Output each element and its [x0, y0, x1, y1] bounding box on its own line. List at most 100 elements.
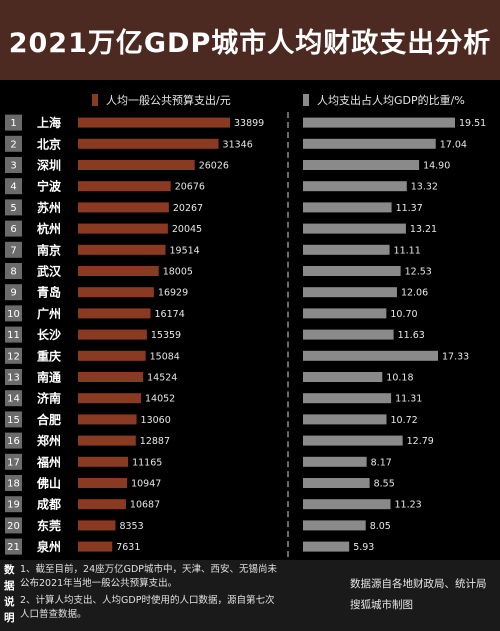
spending-value-label: 14052 — [145, 394, 175, 405]
spending-bar — [78, 520, 116, 531]
ratio-bar — [303, 329, 394, 340]
ratio-value-label: 10.72 — [391, 415, 418, 426]
ratio-bar — [303, 414, 387, 425]
rank-number: 17 — [7, 457, 20, 468]
city-label: 成都 — [37, 497, 61, 512]
spending-bar — [78, 117, 230, 128]
rank-number: 15 — [7, 415, 20, 426]
ratio-value-label: 12.06 — [401, 288, 428, 299]
spending-bar — [78, 287, 154, 298]
spending-bar — [78, 414, 137, 425]
notes-label-char: 数 — [4, 564, 15, 576]
ratio-value-label: 14.90 — [423, 161, 450, 172]
ratio-value-label: 8.55 — [374, 479, 395, 490]
rank-number: 10 — [7, 309, 20, 320]
rank-box — [5, 199, 22, 216]
spending-value-label: 20676 — [175, 182, 205, 193]
legend-label-ratio: 人均支出占人均GDP的比重/% — [317, 94, 465, 107]
spending-bar — [78, 350, 146, 361]
spending-value-label: 20045 — [172, 224, 202, 235]
ratio-value-label: 11.11 — [394, 245, 421, 256]
ratio-bar — [303, 456, 367, 467]
spending-value-label: 7631 — [116, 542, 140, 553]
legend-swatch-ratio — [303, 94, 309, 106]
rank-box — [5, 305, 22, 322]
rank-number: 1 — [10, 118, 16, 129]
spending-bar — [78, 456, 129, 467]
ratio-bar — [303, 308, 387, 319]
rank-number: 7 — [10, 245, 16, 256]
ratio-value-label: 8.05 — [370, 521, 391, 532]
city-label: 重庆 — [37, 348, 61, 363]
rank-box — [5, 114, 22, 131]
city-label: 福州 — [36, 454, 61, 469]
rank-box — [5, 538, 22, 555]
ratio-bar — [303, 138, 436, 149]
legend-right: 人均支出占人均GDP的比重/% — [303, 92, 465, 108]
city-label: 上海 — [37, 115, 61, 130]
rank-box — [5, 517, 22, 534]
notes-label: 数 据 说 明 — [4, 562, 18, 626]
city-label: 南京 — [37, 242, 61, 257]
ratio-value-label: 11.37 — [396, 203, 423, 214]
spending-bar — [78, 499, 126, 510]
spending-bar — [78, 478, 128, 488]
ratio-bar — [303, 266, 401, 276]
rank-number: 2 — [10, 139, 16, 150]
city-label: 杭州 — [37, 221, 61, 236]
spending-bar — [78, 160, 195, 170]
ratio-bar — [303, 541, 350, 552]
rank-number: 5 — [10, 203, 16, 214]
ratio-bar — [303, 287, 397, 298]
spending-value-label: 26026 — [199, 161, 229, 172]
spending-bar — [78, 393, 142, 404]
city-label: 佛山 — [36, 476, 61, 491]
spending-bar — [78, 244, 166, 255]
rank-number: 3 — [10, 161, 16, 172]
city-label: 青岛 — [37, 285, 61, 300]
ratio-bar — [303, 181, 407, 192]
spending-bar — [78, 266, 159, 276]
legend-label-spending: 人均一般公共预算支出/元 — [106, 94, 231, 107]
ratio-bar — [303, 520, 366, 531]
rank-number: 13 — [7, 373, 20, 384]
rank-number: 9 — [10, 288, 16, 299]
rank-number: 6 — [10, 224, 16, 235]
spending-bar — [78, 435, 136, 446]
spending-value-label: 19514 — [169, 245, 199, 256]
spending-bar — [78, 372, 144, 382]
rank-number: 20 — [7, 521, 20, 532]
ratio-value-label: 12.53 — [405, 267, 432, 278]
spending-value-label: 10947 — [131, 479, 161, 490]
note-2: 2、计算人均支出、人均GDP时使用的人口数据，源自第七次人口普查数据。 — [20, 595, 275, 620]
ratio-bar — [303, 499, 391, 510]
spending-value-label: 12887 — [140, 436, 170, 447]
spending-value-label: 11165 — [132, 457, 162, 468]
ratio-value-label: 5.93 — [353, 542, 374, 553]
rank-box — [5, 411, 22, 428]
ratio-value-label: 13.21 — [410, 224, 437, 235]
ratio-value-label: 8.17 — [371, 457, 392, 468]
notes-label-char: 据 — [4, 580, 15, 592]
city-label: 合肥 — [37, 412, 61, 427]
city-label: 南通 — [37, 370, 61, 385]
ratio-value-label: 11.63 — [398, 330, 425, 341]
rank-box — [5, 475, 22, 491]
ratio-value-label: 12.79 — [407, 436, 434, 447]
city-label: 长沙 — [37, 327, 61, 342]
rank-box — [5, 263, 22, 279]
rank-number: 18 — [7, 479, 20, 490]
city-label: 苏州 — [37, 200, 61, 215]
rank-box — [5, 220, 22, 237]
spending-value-label: 8353 — [119, 521, 143, 532]
spending-value-label: 18005 — [163, 267, 193, 278]
rank-box — [5, 157, 22, 173]
city-label: 北京 — [37, 136, 61, 151]
rank-box — [5, 390, 22, 407]
rank-box — [5, 241, 22, 258]
spending-bar — [78, 181, 171, 192]
notes-label-char: 说 — [4, 596, 15, 608]
spending-value-label: 20267 — [173, 203, 203, 214]
panel-divider — [287, 112, 289, 557]
rank-box — [5, 284, 22, 301]
